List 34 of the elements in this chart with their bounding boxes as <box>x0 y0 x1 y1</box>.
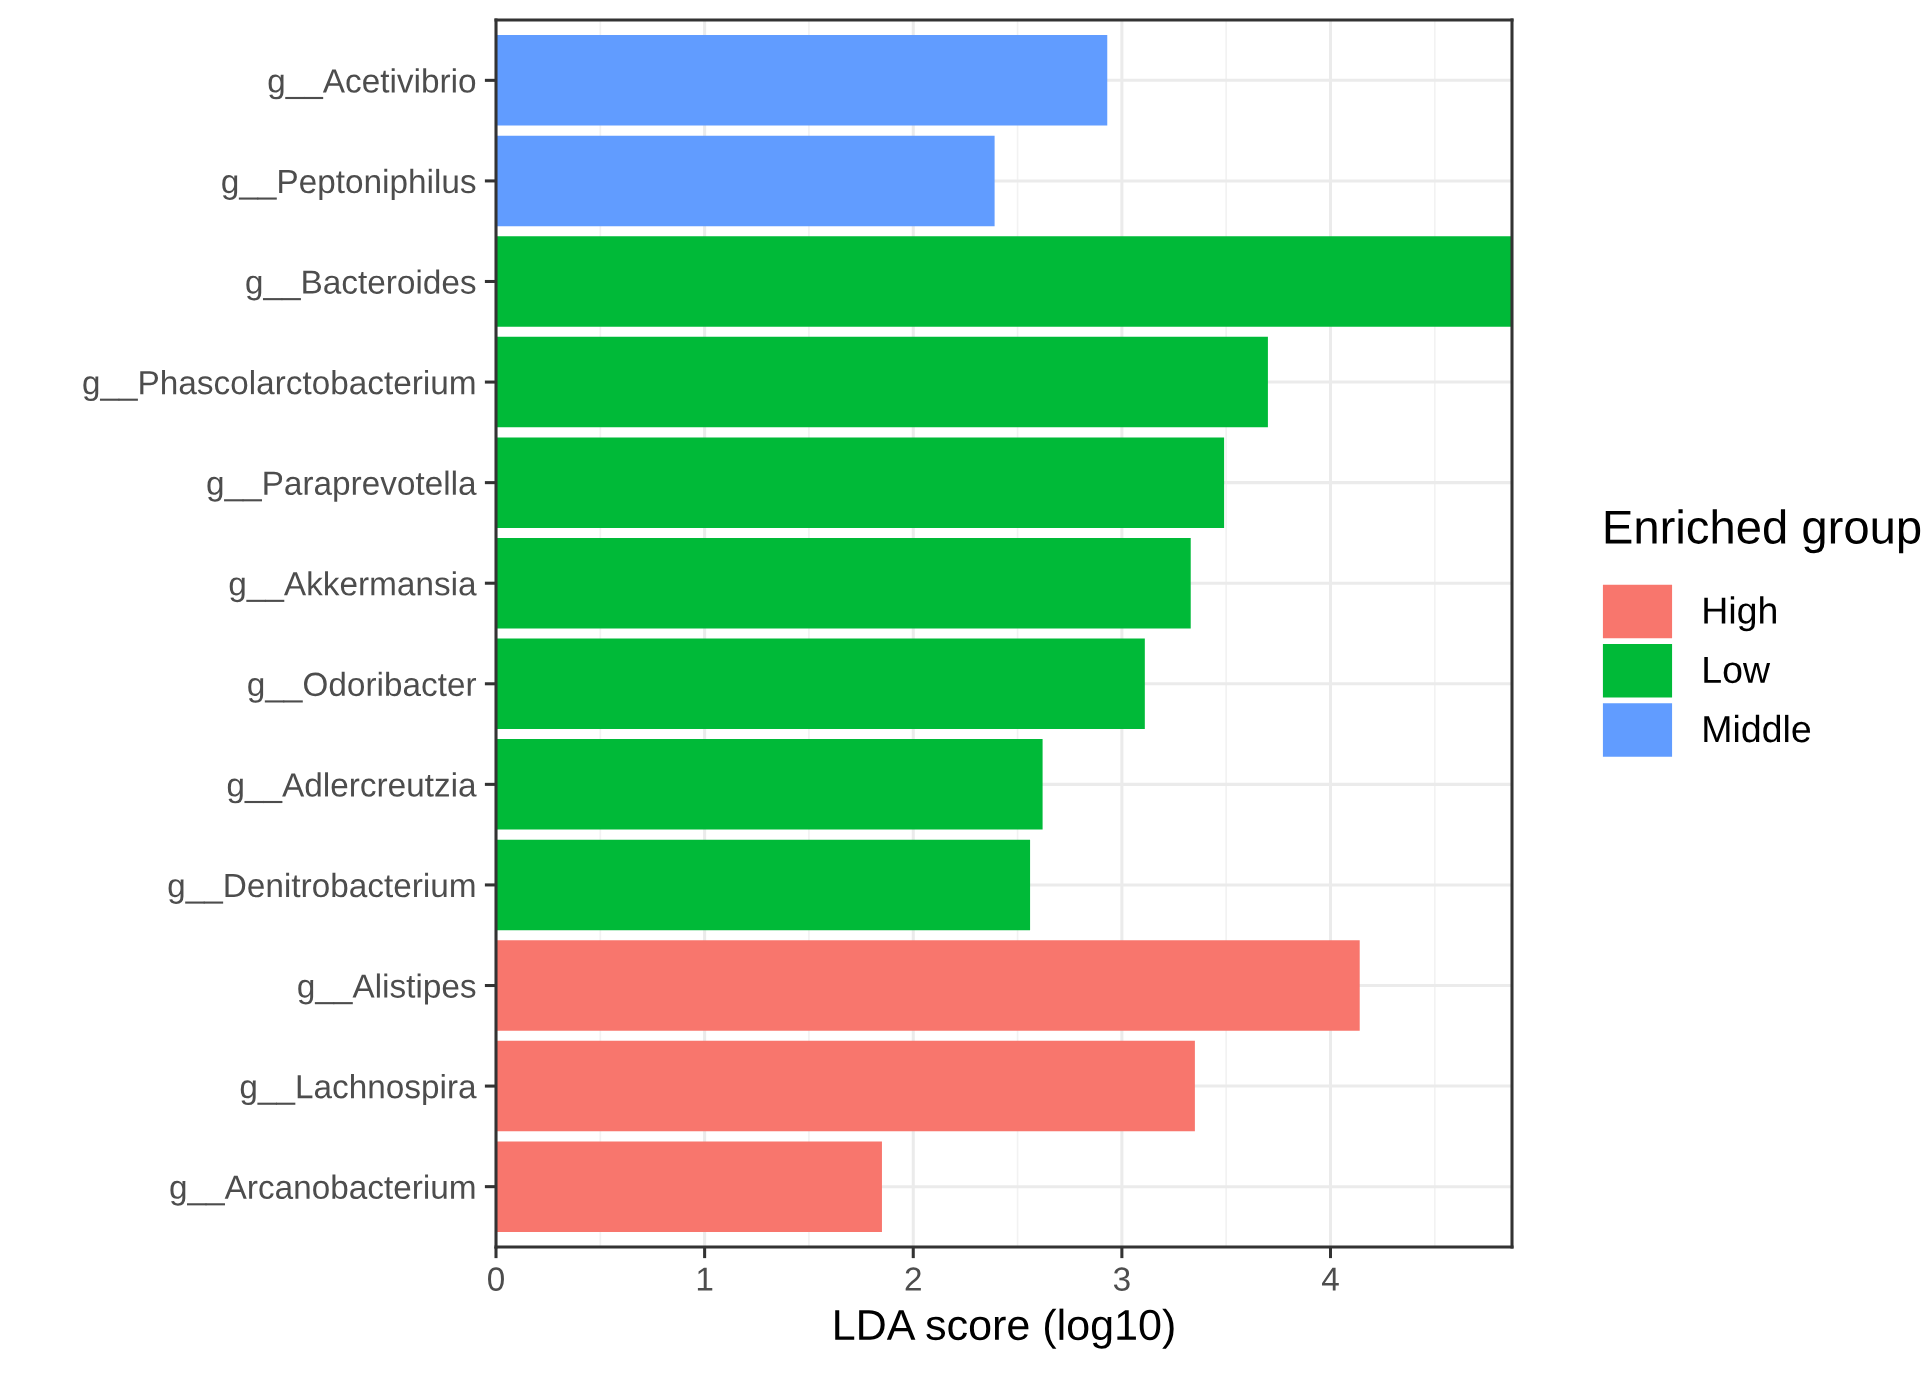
y-tick-label: g__Acetivibrio <box>268 68 476 100</box>
x-tick-label: 1 <box>697 1267 713 1291</box>
y-tick-label: g__Peptoniphilus <box>222 168 476 200</box>
y-tick-label: g__Arcanobacterium <box>170 1174 475 1206</box>
bar <box>496 537 1191 629</box>
legend-label: High <box>1704 596 1776 632</box>
y-tick-label: g__Denitrobacterium <box>168 872 475 904</box>
bar <box>496 940 1360 1031</box>
bar <box>496 1040 1195 1132</box>
x-tick-label: 0 <box>488 1267 504 1291</box>
legend-label: Low <box>1704 656 1771 684</box>
y-tick-label: g__Bacteroides <box>246 269 476 301</box>
legend-label: Middle <box>1704 714 1811 743</box>
y-tick-label: g__Paraprevotella <box>207 470 477 502</box>
x-tick-label: 2 <box>905 1267 921 1291</box>
y-tick-label: g__Alistipes <box>298 973 476 1005</box>
x-axis-title: LDA score (log10) <box>835 1308 1174 1349</box>
y-tick-label: g__Lachnospira <box>240 1074 477 1106</box>
bar <box>496 236 1512 327</box>
x-tick-label: 4 <box>1321 1267 1339 1291</box>
bar <box>496 839 1031 931</box>
bar <box>496 1141 882 1232</box>
bar <box>496 437 1225 528</box>
y-tick-label: g__Akkermansia <box>229 571 477 603</box>
y-tick-label: g__Adlercreutzia <box>227 772 477 804</box>
y-tick-label: g__Odoribacter <box>248 671 477 703</box>
bar <box>496 35 1108 126</box>
x-tick-label: 3 <box>1113 1267 1130 1291</box>
bar <box>496 135 995 227</box>
y-tick-label: g__Phascolarctobacterium <box>83 369 475 402</box>
bar <box>496 336 1268 428</box>
bar <box>496 739 1043 830</box>
legend-title: Enriched group <box>1605 509 1921 554</box>
bar <box>496 638 1145 730</box>
